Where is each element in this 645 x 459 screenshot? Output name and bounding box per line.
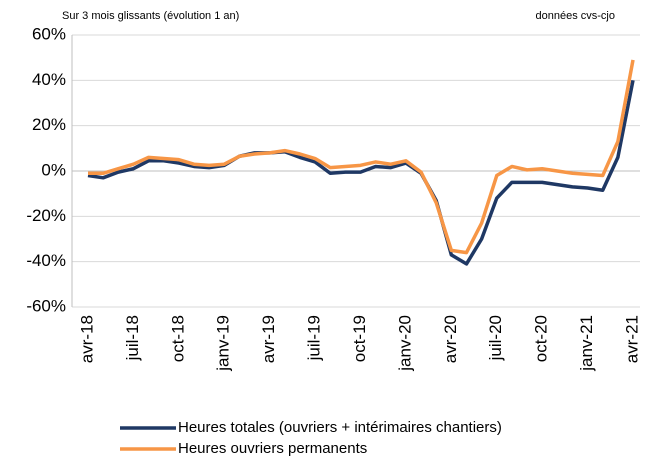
x-tick-label: juil-19	[305, 315, 324, 361]
chart-subtitle: Sur 3 mois glissants (évolution 1 an)	[62, 10, 239, 22]
y-tick-label: 20%	[32, 115, 66, 134]
x-tick-label: janv-19	[214, 315, 233, 372]
y-tick-label: -40%	[26, 251, 66, 270]
y-tick-label: 60%	[32, 24, 66, 43]
y-tick-label: 0%	[41, 160, 66, 179]
x-tick-label: janv-21	[577, 315, 596, 372]
x-tick-label: juil-20	[486, 315, 505, 361]
y-tick-label: -60%	[26, 296, 66, 315]
legend-label: Heures totales (ouvriers + intérimaires …	[178, 419, 502, 436]
y-tick-label: 40%	[32, 70, 66, 89]
x-tick-label: oct-19	[350, 315, 369, 362]
x-tick-label: juil-18	[123, 315, 142, 361]
x-tick-label: janv-20	[395, 315, 414, 372]
x-tick-label: avr-20	[441, 315, 460, 363]
data-line	[87, 79, 635, 266]
x-tick-label: oct-20	[532, 315, 551, 362]
x-tick-label: avr-18	[77, 315, 96, 363]
data-line	[88, 59, 635, 255]
x-tick-label: avr-19	[259, 315, 278, 363]
x-tick-label: avr-21	[622, 315, 641, 363]
chart-note: données cvs-cjo	[536, 10, 616, 22]
y-tick-label: -20%	[26, 206, 66, 225]
x-tick-label: oct-18	[168, 315, 187, 362]
legend-label: Heures ouvriers permanents	[178, 440, 367, 457]
